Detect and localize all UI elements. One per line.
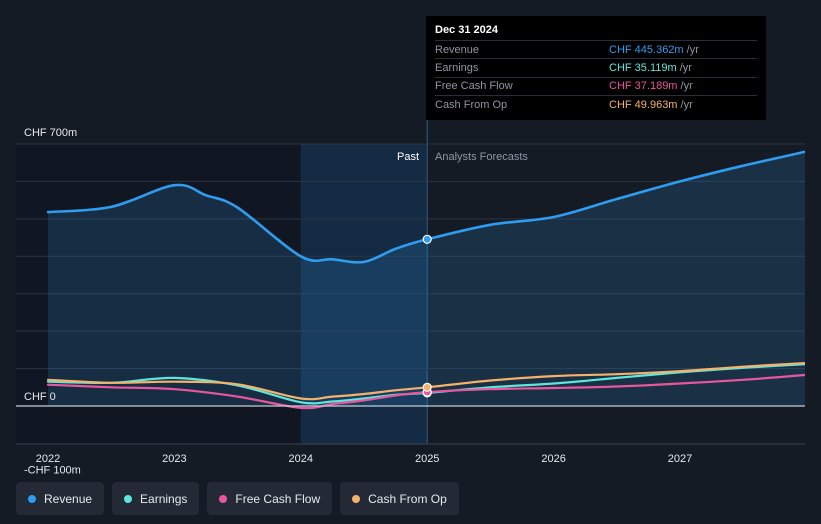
tooltip-unit: /yr bbox=[680, 80, 693, 93]
legend-dot-icon bbox=[219, 494, 228, 503]
tooltip-row-revenue: Revenue CHF 445.362m /yr bbox=[435, 40, 757, 58]
x-axis-labels: 2022 2023 2024 2025 2026 2027 bbox=[36, 453, 692, 465]
highlight-points bbox=[422, 234, 432, 398]
tooltip-label: Earnings bbox=[435, 62, 479, 75]
x-tick-label: 2023 bbox=[162, 453, 186, 465]
tooltip-label: Revenue bbox=[435, 43, 480, 56]
legend: Revenue Earnings Free Cash Flow Cash Fro… bbox=[16, 482, 459, 515]
legend-label: Earnings bbox=[140, 491, 188, 506]
tooltip-value: CHF 445.362m bbox=[609, 43, 684, 56]
legend-item-earnings[interactable]: Earnings bbox=[112, 482, 200, 515]
x-tick-label: 2022 bbox=[36, 453, 60, 465]
series-area-revenue bbox=[48, 151, 805, 406]
legend-item-revenue[interactable]: Revenue bbox=[16, 482, 105, 515]
legend-item-free-cash-flow[interactable]: Free Cash Flow bbox=[207, 482, 333, 515]
tooltip-unit: /yr bbox=[680, 98, 693, 111]
data-point-revenue bbox=[422, 234, 432, 244]
legend-dot-icon bbox=[352, 494, 361, 503]
tooltip-date: Dec 31 2024 bbox=[435, 24, 498, 36]
legend-item-cash-from-op[interactable]: Cash From Op bbox=[340, 482, 459, 515]
tooltip-value: CHF 37.189m bbox=[609, 80, 678, 93]
legend-dot-icon bbox=[28, 494, 36, 503]
past-label: Past bbox=[397, 151, 419, 163]
grid-lines bbox=[16, 143, 805, 445]
series-lines bbox=[46, 150, 805, 410]
tooltip-label: Cash From Op bbox=[435, 98, 508, 111]
y-axis-labels: CHF 700m CHF 0 -CHF 100m bbox=[24, 127, 81, 476]
tooltip-unit: /yr bbox=[679, 62, 692, 75]
tooltip-row-cash-from-op: Cash From Op CHF 49.963m /yr bbox=[435, 95, 757, 113]
tooltip-label: Free Cash Flow bbox=[435, 80, 513, 93]
y-tick-label: CHF 700m bbox=[24, 127, 77, 139]
series-fills bbox=[48, 151, 805, 406]
series-line-revenue bbox=[46, 150, 805, 264]
forecast-label: Analysts Forecasts bbox=[435, 151, 528, 163]
tooltip-unit: /yr bbox=[686, 43, 699, 56]
data-point-cash-from-op bbox=[422, 382, 432, 392]
x-tick-label: 2027 bbox=[668, 453, 692, 465]
tooltip: Dec 31 2024 Revenue CHF 445.362m /yr Ear… bbox=[426, 16, 766, 120]
y-tick-label: CHF 0 bbox=[24, 391, 56, 403]
y-tick-label: -CHF 100m bbox=[24, 464, 81, 476]
legend-label: Cash From Op bbox=[368, 491, 447, 506]
legend-dot-icon bbox=[124, 494, 133, 503]
series-line-cash-from-op bbox=[46, 361, 805, 401]
tooltip-row-free-cash-flow: Free Cash Flow CHF 37.189m /yr bbox=[435, 76, 757, 95]
x-tick-label: 2026 bbox=[541, 453, 565, 465]
x-tick-label: 2025 bbox=[415, 453, 439, 465]
tooltip-row-earnings: Earnings CHF 35.119m /yr bbox=[435, 58, 757, 76]
x-tick-label: 2024 bbox=[289, 453, 313, 465]
legend-label: Revenue bbox=[44, 491, 93, 506]
tooltip-value: CHF 35.119m bbox=[609, 62, 677, 75]
series-line-free-cash-flow bbox=[46, 373, 805, 410]
legend-label: Free Cash Flow bbox=[235, 491, 321, 506]
tooltip-value: CHF 49.963m bbox=[609, 98, 678, 111]
